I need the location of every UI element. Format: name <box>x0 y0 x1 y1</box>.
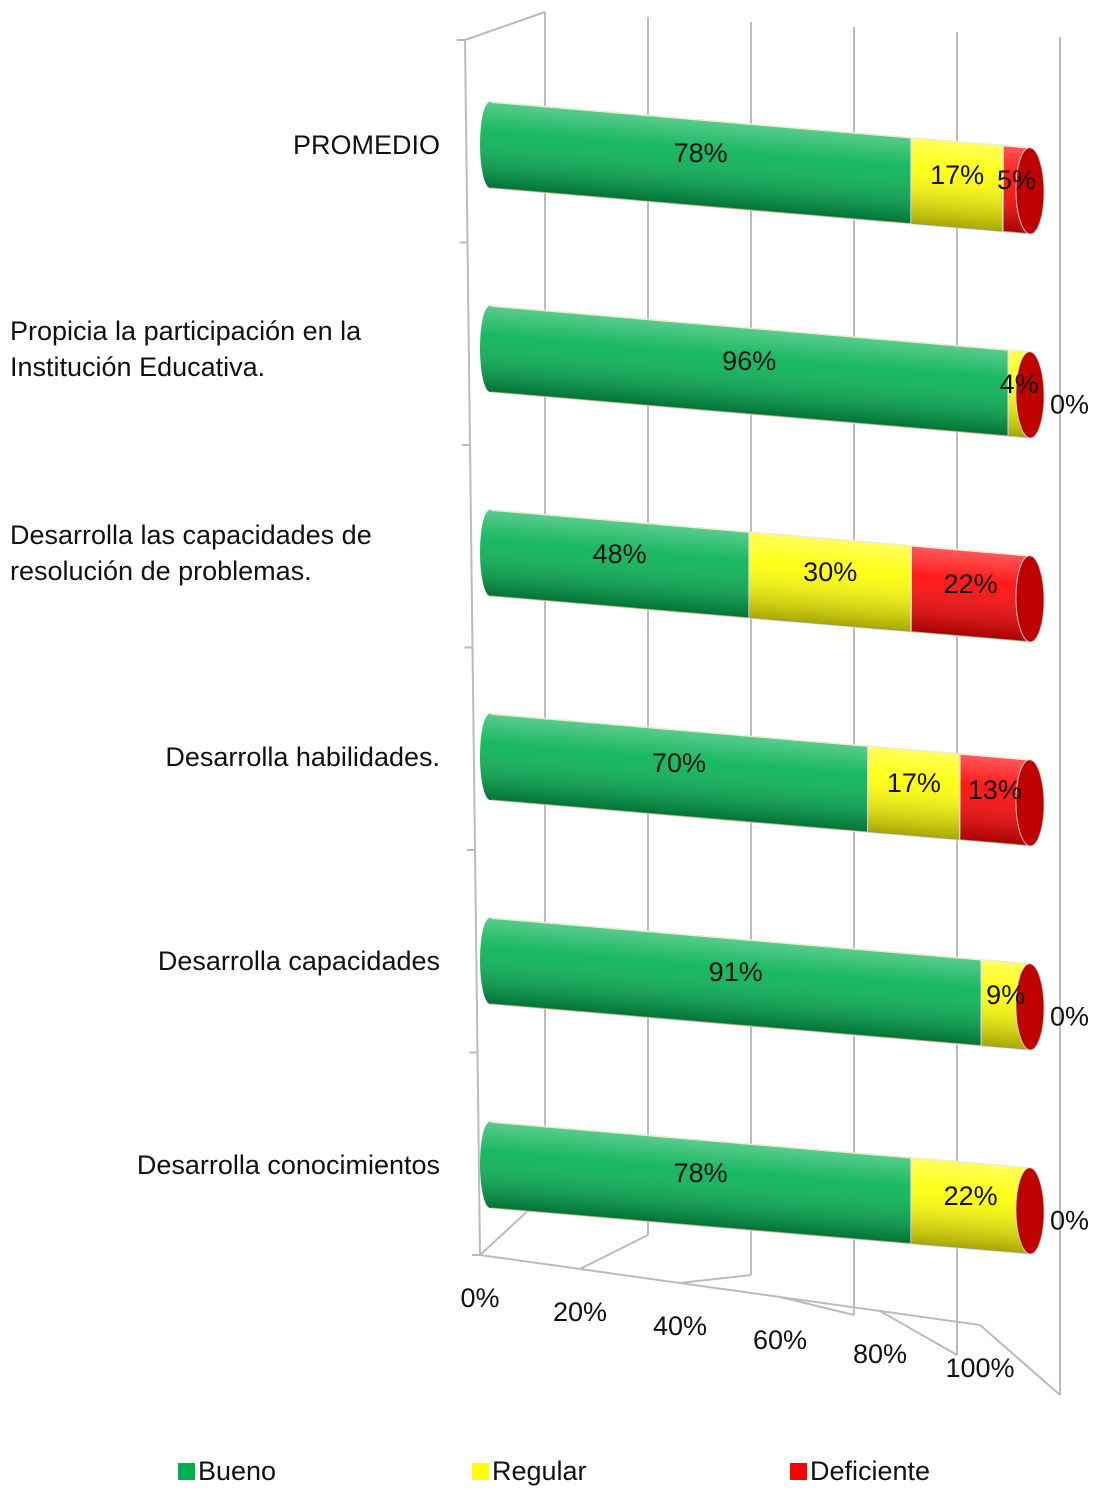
data-label: 4% <box>1000 369 1039 399</box>
category-text: Desarrolla conocimientos <box>136 1150 440 1180</box>
bar-shade <box>911 545 1031 642</box>
bar-row <box>480 917 1045 1051</box>
floor-line <box>879 1310 958 1356</box>
bar-end-left-shade <box>480 713 500 801</box>
bar-end-left-shade <box>480 917 500 1005</box>
bar-shade <box>490 306 1009 437</box>
category-label: Propicia la participación en la Instituc… <box>0 299 440 399</box>
bar-end-left-shade <box>480 1121 500 1209</box>
axis-wall <box>464 11 546 41</box>
data-label: 78% <box>674 138 728 168</box>
bar-cap-shade <box>1016 147 1044 234</box>
legend-label: Bueno <box>198 1456 276 1486</box>
bar-row <box>480 509 1045 643</box>
bar-cap <box>1015 963 1045 1051</box>
category-label: Desarrolla las capacidades de resolución… <box>0 503 440 603</box>
data-label: 22% <box>944 1181 998 1211</box>
bar-cap <box>1015 759 1045 847</box>
bar-cap-shade <box>1016 351 1044 438</box>
legend-swatch <box>472 1463 489 1480</box>
bar-shade <box>911 137 1004 232</box>
data-label: 48% <box>593 539 647 569</box>
bar-shade <box>959 753 1030 846</box>
category-label: Desarrolla conocimientos <box>0 1115 440 1215</box>
floor-line <box>979 1324 1061 1396</box>
bar-cap-shade <box>1016 963 1044 1050</box>
bar-cap <box>1015 147 1045 235</box>
category-text: Desarrolla las capacidades de resolución… <box>10 520 372 586</box>
floor-line <box>779 1296 855 1316</box>
floor-line <box>679 1274 752 1284</box>
bar-cap-shade <box>1016 759 1044 846</box>
bar-shade <box>490 101 912 224</box>
bar-shade <box>868 746 960 840</box>
bar-row <box>480 1121 1045 1255</box>
bar-shade <box>911 1157 1031 1254</box>
bar-shade <box>490 510 750 619</box>
bar-end-left-shade <box>480 305 500 393</box>
bar-cap <box>1015 351 1045 439</box>
x-tick-label: 40% <box>653 1311 707 1341</box>
data-label: 17% <box>930 160 984 190</box>
axis-wall <box>479 1254 981 1326</box>
x-tick-label: 100% <box>945 1353 1014 1383</box>
bar-end-left-shade <box>480 101 500 189</box>
legend-swatch <box>178 1463 195 1480</box>
floor-line <box>579 1234 649 1270</box>
data-label: 78% <box>674 1158 728 1188</box>
bar-shade <box>749 532 912 632</box>
category-label: PROMEDIO <box>0 95 440 195</box>
data-label: 0% <box>1050 390 1089 420</box>
data-label: 9% <box>986 980 1025 1010</box>
data-label: 0% <box>1050 1206 1089 1236</box>
bar-shade <box>490 918 982 1046</box>
bar-cap <box>1015 1167 1045 1255</box>
category-text: Desarrolla capacidades <box>157 946 440 976</box>
legend-label: Deficiente <box>810 1456 930 1486</box>
bar-row <box>480 101 1045 235</box>
bar-shade <box>490 714 868 833</box>
bar-end-left-shade <box>480 509 500 597</box>
category-text: PROMEDIO <box>292 130 440 160</box>
legend-label: Regular <box>492 1456 587 1486</box>
category-text: Propicia la participación en la Instituc… <box>10 316 362 382</box>
data-label: 0% <box>1050 1002 1089 1032</box>
bar-cap-shade <box>1016 1167 1044 1254</box>
legend-swatch <box>790 1463 807 1480</box>
x-tick-label: 20% <box>553 1297 607 1327</box>
data-label: 13% <box>968 775 1022 805</box>
bar-cap-shade <box>1016 555 1044 642</box>
data-label: 5% <box>997 165 1036 195</box>
bar-shade <box>490 1122 912 1244</box>
bar-row <box>480 713 1045 847</box>
category-label: Desarrolla habilidades. <box>0 707 440 807</box>
data-label: 91% <box>709 957 763 987</box>
data-label: 96% <box>722 346 776 376</box>
category-text: Desarrolla habilidades. <box>165 742 440 772</box>
category-label: Desarrolla capacidades <box>0 911 440 1011</box>
x-tick-label: 80% <box>853 1339 907 1369</box>
data-label: 17% <box>887 768 941 798</box>
data-label: 30% <box>803 557 857 587</box>
data-label: 70% <box>652 748 706 778</box>
data-label: 22% <box>944 569 998 599</box>
bar-row <box>480 305 1045 439</box>
x-tick-label: 60% <box>753 1325 807 1355</box>
x-tick-label: 0% <box>460 1283 499 1313</box>
bar-cap <box>1015 555 1045 643</box>
